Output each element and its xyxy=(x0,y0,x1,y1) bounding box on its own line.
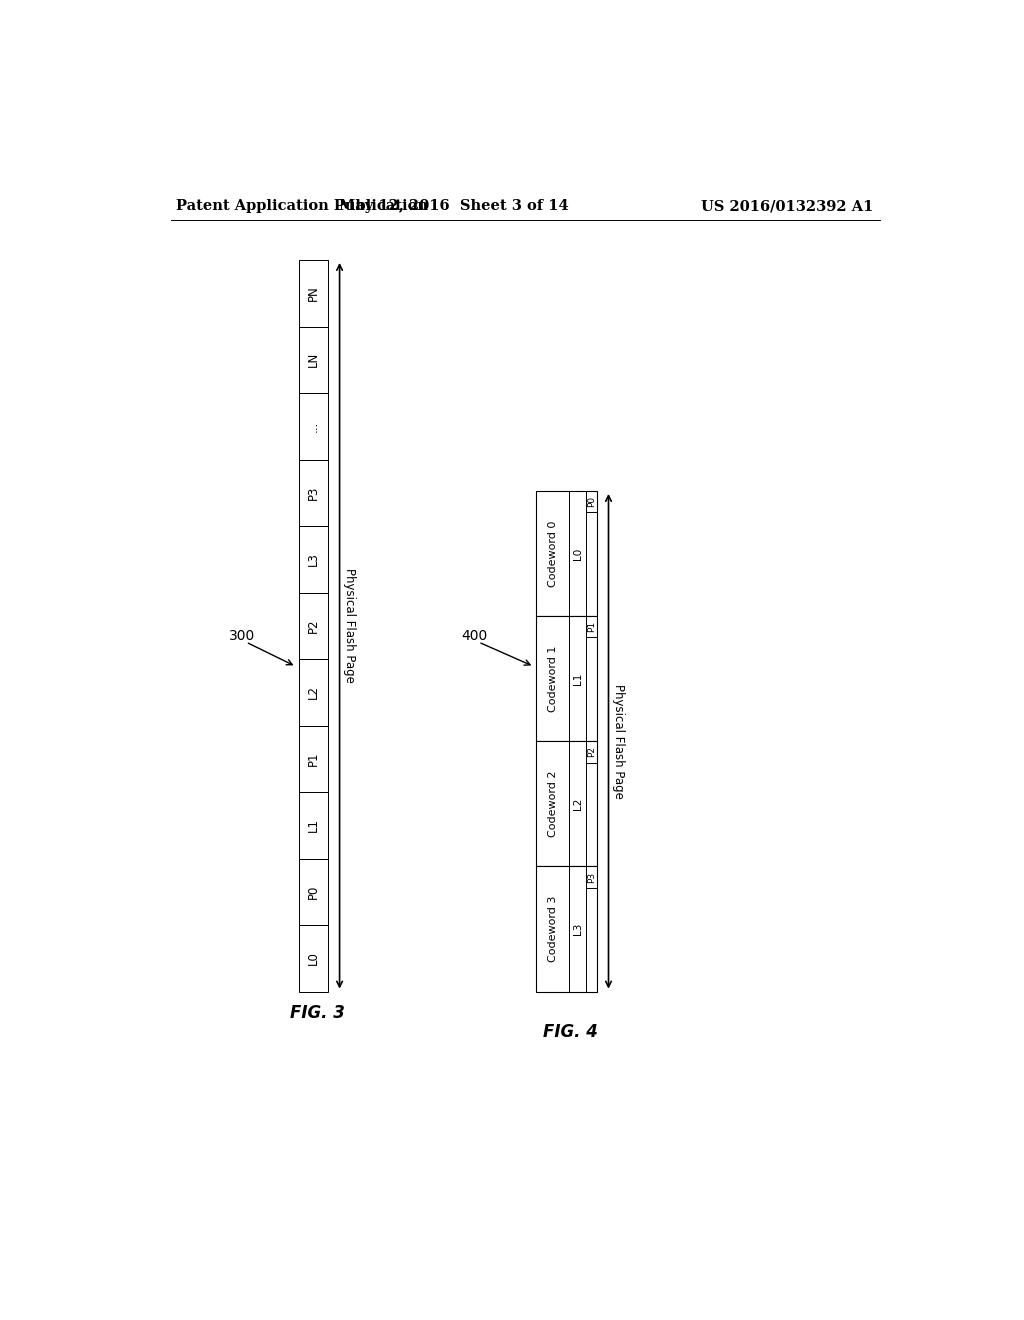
Text: Codeword 0: Codeword 0 xyxy=(548,520,558,587)
Text: L1: L1 xyxy=(307,818,319,833)
Text: Physical Flash Page: Physical Flash Page xyxy=(343,569,356,684)
Text: US 2016/0132392 A1: US 2016/0132392 A1 xyxy=(701,199,873,213)
Text: P0: P0 xyxy=(587,496,596,507)
Text: P0: P0 xyxy=(307,884,319,899)
Text: P3: P3 xyxy=(587,871,596,883)
Text: ...: ... xyxy=(307,421,319,432)
Bar xyxy=(299,659,328,726)
Text: L2: L2 xyxy=(307,685,319,700)
Text: Physical Flash Page: Physical Flash Page xyxy=(612,684,625,799)
Bar xyxy=(299,260,328,326)
Text: 400: 400 xyxy=(461,628,487,643)
Bar xyxy=(537,742,597,866)
Bar xyxy=(299,326,328,393)
Text: P2: P2 xyxy=(307,619,319,634)
Text: Patent Application Publication: Patent Application Publication xyxy=(176,199,428,213)
Bar xyxy=(537,491,597,616)
Text: Codeword 2: Codeword 2 xyxy=(548,771,558,837)
Text: L0: L0 xyxy=(572,548,583,560)
Bar xyxy=(299,925,328,991)
Text: L2: L2 xyxy=(572,797,583,810)
Bar xyxy=(299,527,328,593)
Bar xyxy=(299,858,328,925)
Text: P3: P3 xyxy=(307,486,319,500)
Bar xyxy=(299,393,328,459)
Text: FIG. 4: FIG. 4 xyxy=(543,1023,598,1041)
Text: Codeword 1: Codeword 1 xyxy=(548,645,558,711)
Text: L3: L3 xyxy=(572,923,583,935)
Bar xyxy=(299,459,328,527)
Bar xyxy=(299,726,328,792)
Bar xyxy=(299,593,328,659)
Text: 300: 300 xyxy=(228,628,255,643)
Text: L3: L3 xyxy=(307,552,319,566)
Text: P2: P2 xyxy=(587,746,596,758)
Text: FIG. 3: FIG. 3 xyxy=(290,1005,344,1022)
Text: LN: LN xyxy=(307,352,319,367)
Text: May 12, 2016  Sheet 3 of 14: May 12, 2016 Sheet 3 of 14 xyxy=(339,199,568,213)
Bar xyxy=(537,866,597,991)
Text: Codeword 3: Codeword 3 xyxy=(548,896,558,962)
Text: L1: L1 xyxy=(572,673,583,685)
Text: P1: P1 xyxy=(307,751,319,766)
Bar xyxy=(299,792,328,858)
Bar xyxy=(537,616,597,742)
Text: L0: L0 xyxy=(307,952,319,965)
Text: PN: PN xyxy=(307,285,319,301)
Text: P1: P1 xyxy=(587,622,596,632)
